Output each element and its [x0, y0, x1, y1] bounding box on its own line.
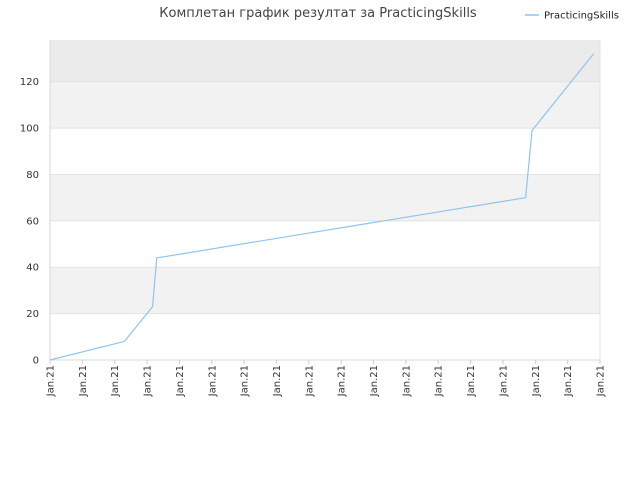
plot-band — [50, 174, 600, 221]
x-tick-label: Jan.21 — [207, 365, 218, 397]
y-tick-label: 120 — [20, 77, 39, 88]
x-tick-label: Jan.21 — [563, 365, 574, 397]
x-tick-label: Jan.21 — [175, 365, 186, 397]
x-tick-label: Jan.21 — [304, 365, 315, 397]
y-tick-label: 40 — [26, 263, 39, 274]
x-tick-label: Jan.21 — [46, 365, 57, 397]
series-layer — [49, 53, 594, 361]
x-tick-label: Jan.21 — [240, 365, 251, 397]
y-tick-label: 80 — [26, 170, 39, 181]
y-tick-label: 100 — [20, 124, 39, 135]
legend: PracticingSkills — [525, 11, 619, 22]
x-tick-label: Jan.21 — [337, 365, 348, 397]
y-axis-ticks: 0 20 40 60 80 100 120 — [20, 77, 39, 366]
x-tick-label: Jan.21 — [110, 365, 121, 397]
x-tick-label: Jan.21 — [272, 365, 283, 397]
y-tick-label: 60 — [26, 216, 39, 227]
series-line-PracticingSkills — [49, 53, 594, 361]
x-tick-label: Jan.21 — [596, 365, 607, 397]
x-tick-label: Jan.21 — [466, 365, 477, 397]
x-tick-label: Jan.21 — [434, 365, 445, 397]
plot-band — [50, 128, 600, 175]
plot-band — [50, 40, 600, 82]
x-tick-label: Jan.21 — [78, 365, 89, 397]
plot-band — [50, 81, 600, 129]
plot-band — [50, 220, 600, 268]
x-tick-label: Jan.21 — [531, 365, 542, 397]
y-tick-label: 20 — [26, 309, 39, 320]
chart-title: Комплетан график резултат за PracticingS… — [159, 6, 477, 21]
y-tick-label: 0 — [33, 356, 39, 367]
x-tick-label: Jan.21 — [369, 365, 380, 397]
x-axis-ticks: Jan.21 Jan.21 Jan.21 Jan.21 Jan.21 Jan.21 Jan.… — [46, 360, 607, 397]
gridlines — [49, 40, 601, 361]
plot-band — [50, 267, 600, 314]
legend-label[interactable]: PracticingSkills — [544, 11, 619, 22]
plot-background-bands — [50, 40, 600, 360]
x-tick-label: Jan.21 — [143, 365, 154, 397]
plot-band — [50, 313, 600, 360]
x-tick-label: Jan.21 — [498, 365, 509, 397]
x-tick-label: Jan.21 — [401, 365, 412, 397]
